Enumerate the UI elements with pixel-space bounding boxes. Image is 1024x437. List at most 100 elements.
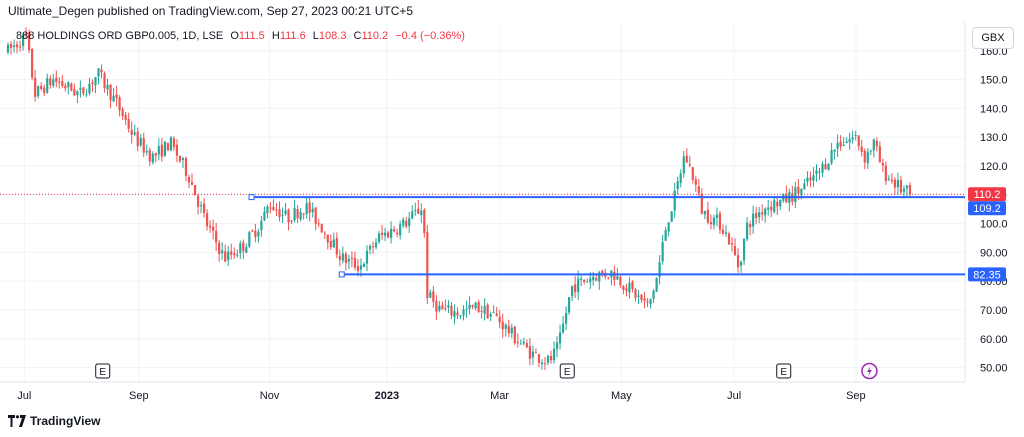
- x-axis[interactable]: Jul Sep Nov 2023 Mar May Jul Sep: [17, 390, 865, 402]
- horizontal-line-anchor[interactable]: [248, 194, 255, 201]
- y-tick-label: 120.0: [980, 161, 1008, 173]
- earnings-event-icon[interactable]: E: [95, 363, 111, 379]
- candle: [848, 132, 851, 150]
- candle: [679, 169, 682, 188]
- candle: [46, 73, 49, 94]
- candle: [408, 211, 411, 234]
- y-tick-label: 90.00: [980, 247, 1008, 259]
- candle: [525, 339, 528, 349]
- candle: [230, 243, 233, 260]
- candle: [619, 273, 622, 288]
- horizontal-line-anchor[interactable]: [338, 271, 345, 278]
- candle: [564, 306, 568, 331]
- candle: [76, 89, 79, 104]
- candle: [628, 277, 631, 299]
- candle: [516, 333, 519, 348]
- candle: [429, 289, 432, 299]
- candle: [353, 251, 357, 271]
- candle: [362, 262, 366, 268]
- lightning-event-icon[interactable]: [861, 362, 878, 380]
- candle: [715, 207, 719, 227]
- candle: [480, 305, 483, 319]
- candle: [857, 135, 860, 151]
- candle: [896, 172, 900, 195]
- candle: [878, 141, 881, 163]
- candle: [528, 338, 531, 366]
- candle: [577, 270, 580, 301]
- candle: [486, 302, 489, 319]
- candle: [374, 238, 378, 250]
- candle: [43, 84, 46, 97]
- candle: [426, 225, 429, 304]
- candle: [697, 178, 700, 197]
- candle: [97, 68, 100, 85]
- candle: [860, 139, 863, 157]
- candle: [785, 185, 788, 204]
- candle: [661, 234, 664, 265]
- y-tick-label: 140.0: [980, 103, 1008, 115]
- candle: [236, 249, 239, 258]
- candle: [549, 350, 553, 364]
- candle: [420, 203, 423, 223]
- candle: [184, 156, 188, 182]
- candle: [368, 244, 372, 255]
- y-tick-label: 150.0: [980, 75, 1008, 87]
- candle: [519, 339, 522, 345]
- candle: [115, 85, 118, 107]
- candle: [281, 207, 284, 223]
- candle: [278, 201, 281, 222]
- earnings-event-icon[interactable]: E: [776, 363, 792, 379]
- publisher-line: Ultimate_Degen published on TradingView.…: [8, 4, 414, 18]
- price-labels: 110.2 109.2 82.35: [968, 187, 1006, 282]
- y-tick-label: 70.00: [980, 305, 1008, 317]
- candle: [691, 166, 694, 184]
- candle: [393, 225, 396, 233]
- candle: [601, 269, 604, 277]
- y-tick-label: 100.0: [980, 219, 1008, 231]
- candle: [854, 130, 857, 141]
- symbol-title: 888 HOLDINGS ORD GBP0.005, 1D, LSE: [16, 30, 224, 42]
- candle: [622, 284, 625, 295]
- candle: [224, 244, 227, 263]
- candle: [755, 206, 758, 225]
- candle: [209, 220, 212, 233]
- candle: [196, 193, 200, 215]
- horizontal-lines-layer[interactable]: [248, 194, 965, 278]
- candle: [70, 82, 73, 92]
- candle: [788, 188, 791, 212]
- candle: [414, 202, 417, 216]
- candle: [489, 311, 492, 322]
- candle: [568, 297, 571, 315]
- candle: [227, 245, 230, 267]
- candle: [263, 206, 266, 222]
- candle: [100, 64, 103, 79]
- x-tick-label: Mar: [490, 390, 509, 402]
- candle: [257, 228, 260, 243]
- candle: [34, 69, 37, 102]
- candle: [275, 202, 278, 216]
- open-label: O: [230, 30, 239, 42]
- candle: [52, 73, 55, 88]
- candle: [103, 71, 106, 93]
- candle: [812, 167, 815, 187]
- candle: [206, 209, 209, 231]
- candle: [739, 260, 743, 273]
- candle: [305, 196, 308, 219]
- candle: [540, 359, 544, 370]
- currency-button[interactable]: GBX: [972, 27, 1014, 49]
- candle: [417, 200, 420, 215]
- candle: [308, 197, 311, 222]
- candle: [809, 171, 812, 188]
- candle: [127, 112, 130, 133]
- candle: [727, 231, 731, 245]
- candle: [215, 222, 218, 251]
- candle: [670, 211, 673, 223]
- candle: [148, 147, 151, 167]
- earnings-event-icon[interactable]: E: [559, 363, 575, 379]
- candle: [396, 228, 399, 238]
- candle: [773, 196, 776, 214]
- candle: [709, 214, 712, 230]
- candle: [580, 275, 583, 287]
